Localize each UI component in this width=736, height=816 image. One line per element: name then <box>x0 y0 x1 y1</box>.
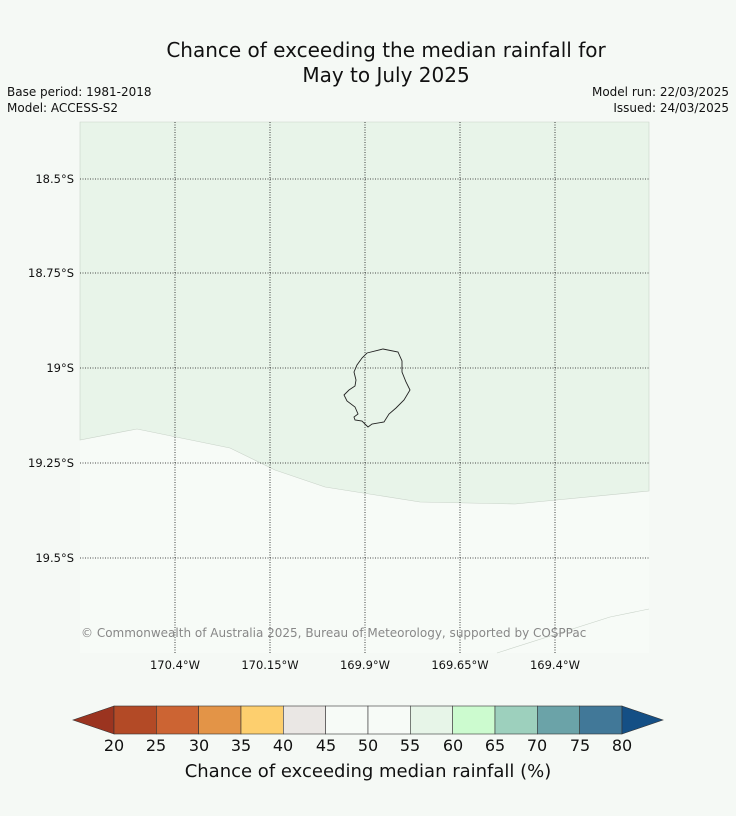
colorbar-extend-high <box>621 705 664 735</box>
island-outline <box>343 348 411 428</box>
lon-label-3: 169.65°W <box>431 658 489 672</box>
colorbar-tick-12: 80 <box>611 736 633 755</box>
colorbar-tick-7: 55 <box>399 736 421 755</box>
colorbar-tick-6: 50 <box>357 736 379 755</box>
colorbar-segment-6 <box>367 705 411 735</box>
chart-title: Chance of exceeding the median rainfall … <box>0 38 736 88</box>
colorbar-segment-2 <box>198 705 242 735</box>
model-run: Model run: 22/03/2025 <box>591 85 729 99</box>
colorbar-segment-9 <box>494 705 538 735</box>
copyright-notice: © Commonwealth of Australia 2025, Bureau… <box>81 626 587 640</box>
lat-label-3: 19.25°S <box>28 456 74 470</box>
colorbar-tick-11: 75 <box>569 736 591 755</box>
lat-label-4: 19.5°S <box>35 551 74 565</box>
lon-label-1: 170.15°W <box>241 658 299 672</box>
shaded-region <box>79 121 650 505</box>
base-period: Base period: 1981-2018 <box>7 85 152 99</box>
colorbar-tick-3: 35 <box>230 736 252 755</box>
issued-date: Issued: 24/03/2025 <box>613 101 729 115</box>
lat-label-1: 18.75°S <box>28 266 74 280</box>
meta-right: Model run: 22/03/2025 Issued: 24/03/2025 <box>592 84 729 116</box>
colorbar-tick-1: 25 <box>145 736 167 755</box>
colorbar-tick-8: 60 <box>442 736 464 755</box>
colorbar-tick-9: 65 <box>484 736 506 755</box>
model-name: Model: ACCESS-S2 <box>7 101 119 115</box>
colorbar-tick-2: 30 <box>188 736 210 755</box>
lat-label-2: 19°S <box>46 361 74 375</box>
title-line-1: Chance of exceeding the median rainfall … <box>166 38 606 62</box>
colorbar-segment-3 <box>240 705 284 735</box>
lon-label-0: 170.4°W <box>149 658 201 672</box>
colorbar-segment-0 <box>113 705 157 735</box>
colorbar-tick-5: 45 <box>315 736 337 755</box>
colorbar-label: Chance of exceeding median rainfall (%) <box>184 761 552 782</box>
colorbar-segment-7 <box>410 705 453 735</box>
colorbar-segment-1 <box>156 705 199 735</box>
gridlines <box>80 122 649 653</box>
colorbar-extend-low <box>72 705 115 735</box>
colorbar-tick-4: 40 <box>272 736 294 755</box>
lon-label-2: 169.9°W <box>339 658 391 672</box>
lat-label-0: 18.5°S <box>35 172 74 186</box>
title-line-2: May to July 2025 <box>302 63 470 87</box>
lon-label-4: 169.4°W <box>529 658 581 672</box>
colorbar-segment-10 <box>537 705 580 735</box>
meta-left: Base period: 1981-2018 Model: ACCESS-S2 <box>7 84 152 116</box>
colorbar-tick-10: 70 <box>526 736 548 755</box>
colorbar-segment-11 <box>579 705 623 735</box>
contour-line <box>496 608 650 654</box>
colorbar-segment-4 <box>283 705 326 735</box>
colorbar-segment-5 <box>325 705 369 735</box>
colorbar-tick-0: 20 <box>103 736 125 755</box>
colorbar-segment-8 <box>452 705 496 735</box>
